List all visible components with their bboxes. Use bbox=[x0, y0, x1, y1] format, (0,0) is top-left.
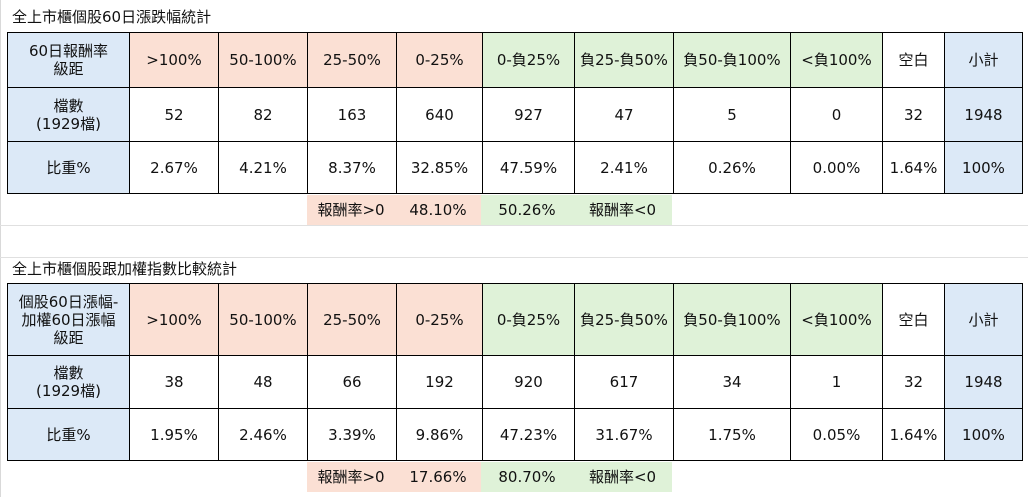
under-neg100-header: <負100% bbox=[790, 283, 883, 356]
return-distribution-table: 60日報酬率 級距 >100% 50-100% 25-50% 0-25% 0-負25% 負2… bbox=[7, 32, 1023, 194]
range-label-header: 個股60日漲幅- 加權60日漲幅 級距 bbox=[7, 283, 130, 356]
summary-negative-value: 80.70% bbox=[481, 462, 573, 492]
over-100-header: >100% bbox=[129, 32, 219, 88]
under-neg100-header: <負100% bbox=[790, 32, 883, 88]
count-cell: 1948 bbox=[944, 87, 1023, 142]
50-100-header: 50-100% bbox=[218, 283, 308, 356]
count-cell: 32 bbox=[882, 355, 945, 409]
ratio-cell: 2.41% bbox=[574, 141, 674, 194]
range-label-header: 60日報酬率 級距 bbox=[7, 32, 130, 88]
count-label: 檔數 (1929檔) bbox=[7, 87, 130, 142]
count-cell: 1 bbox=[790, 355, 883, 409]
count-cell: 0 bbox=[790, 87, 883, 142]
50-100-header: 50-100% bbox=[218, 32, 308, 88]
summary-negative-label: 報酬率<0 bbox=[573, 195, 672, 225]
count-cell: 47 bbox=[574, 87, 674, 142]
ratio-label: 比重% bbox=[7, 408, 130, 461]
25-50-header: 25-50% bbox=[307, 283, 397, 356]
ratio-cell: 31.67% bbox=[574, 408, 674, 461]
index-comparison-table: 個股60日漲幅- 加權60日漲幅 級距 >100% 50-100% 25-50% 0-2… bbox=[7, 283, 1023, 461]
0-neg25-header: 0-負25% bbox=[482, 283, 575, 356]
ratio-cell: 0.00% bbox=[790, 141, 883, 194]
neg25-neg50-header: 負25-負50% bbox=[574, 32, 674, 88]
ratio-cell: 2.46% bbox=[218, 408, 308, 461]
0-25-header: 0-25% bbox=[396, 32, 483, 88]
count-row: 檔數 (1929檔) 38 48 66 192 920 617 34 1 32 1948 bbox=[7, 355, 1023, 409]
count-cell: 52 bbox=[129, 87, 219, 142]
subtotal-header: 小計 bbox=[944, 32, 1023, 88]
ratio-cell: 1.75% bbox=[673, 408, 791, 461]
summary-positive-value: 17.66% bbox=[395, 462, 481, 492]
count-cell: 617 bbox=[574, 355, 674, 409]
count-cell: 5 bbox=[673, 87, 791, 142]
grid-line bbox=[0, 257, 1028, 258]
neg50-neg100-header: 負50-負100% bbox=[673, 283, 791, 356]
ratio-cell: 1.64% bbox=[882, 408, 945, 461]
0-25-header: 0-25% bbox=[396, 283, 483, 356]
ratio-cell: 0.05% bbox=[790, 408, 883, 461]
summary-positive-label: 報酬率>0 bbox=[307, 195, 395, 225]
summary-negative-value: 50.26% bbox=[481, 195, 573, 225]
ratio-cell: 100% bbox=[944, 408, 1023, 461]
table-title-2: 全上市櫃個股跟加權指數比較統計 bbox=[12, 260, 238, 278]
count-cell: 640 bbox=[396, 87, 483, 142]
ratio-cell: 0.26% bbox=[673, 141, 791, 194]
count-cell: 163 bbox=[307, 87, 397, 142]
summary-negative-label: 報酬率<0 bbox=[573, 462, 672, 492]
count-row: 檔數 (1929檔) 52 82 163 640 927 47 5 0 32 1948 bbox=[7, 87, 1023, 142]
ratio-cell: 4.21% bbox=[218, 141, 308, 194]
count-cell: 32 bbox=[882, 87, 945, 142]
ratio-row: 比重% 1.95% 2.46% 3.39% 9.86% 47.23% 31.67% 1.75%… bbox=[7, 408, 1023, 461]
ratio-row: 比重% 2.67% 4.21% 8.37% 32.85% 47.59% 2.41% 0.26%… bbox=[7, 141, 1023, 194]
summary-positive-label: 報酬率>0 bbox=[307, 462, 395, 492]
over-100-header: >100% bbox=[129, 283, 219, 356]
count-cell: 920 bbox=[482, 355, 575, 409]
count-cell: 1948 bbox=[944, 355, 1023, 409]
ratio-label: 比重% bbox=[7, 141, 130, 194]
ratio-cell: 2.67% bbox=[129, 141, 219, 194]
blank-header: 空白 bbox=[882, 32, 945, 88]
ratio-cell: 1.95% bbox=[129, 408, 219, 461]
neg25-neg50-header: 負25-負50% bbox=[574, 283, 674, 356]
0-neg25-header: 0-負25% bbox=[482, 32, 575, 88]
grid-line bbox=[0, 225, 1028, 226]
count-cell: 34 bbox=[673, 355, 791, 409]
ratio-cell: 47.59% bbox=[482, 141, 575, 194]
count-cell: 38 bbox=[129, 355, 219, 409]
count-cell: 192 bbox=[396, 355, 483, 409]
header-row: 60日報酬率 級距 >100% 50-100% 25-50% 0-25% 0-負25% 負2… bbox=[7, 32, 1023, 88]
count-cell: 48 bbox=[218, 355, 308, 409]
summary-positive-value: 48.10% bbox=[395, 195, 481, 225]
summary-row-1: 報酬率>0 48.10% 50.26% 報酬率<0 bbox=[7, 195, 1021, 225]
ratio-cell: 9.86% bbox=[396, 408, 483, 461]
ratio-cell: 32.85% bbox=[396, 141, 483, 194]
count-cell: 82 bbox=[218, 87, 308, 142]
table-title-1: 全上市櫃個股60日漲跌幅統計 bbox=[12, 8, 212, 26]
ratio-cell: 1.64% bbox=[882, 141, 945, 194]
neg50-neg100-header: 負50-負100% bbox=[673, 32, 791, 88]
header-row: 個股60日漲幅- 加權60日漲幅 級距 >100% 50-100% 25-50% 0-2… bbox=[7, 283, 1023, 356]
count-cell: 927 bbox=[482, 87, 575, 142]
ratio-cell: 8.37% bbox=[307, 141, 397, 194]
ratio-cell: 3.39% bbox=[307, 408, 397, 461]
blank-header: 空白 bbox=[882, 283, 945, 356]
ratio-cell: 100% bbox=[944, 141, 1023, 194]
subtotal-header: 小計 bbox=[944, 283, 1023, 356]
25-50-header: 25-50% bbox=[307, 32, 397, 88]
count-cell: 66 bbox=[307, 355, 397, 409]
summary-row-2: 報酬率>0 17.66% 80.70% 報酬率<0 bbox=[7, 462, 1021, 492]
ratio-cell: 47.23% bbox=[482, 408, 575, 461]
count-label: 檔數 (1929檔) bbox=[7, 355, 130, 409]
